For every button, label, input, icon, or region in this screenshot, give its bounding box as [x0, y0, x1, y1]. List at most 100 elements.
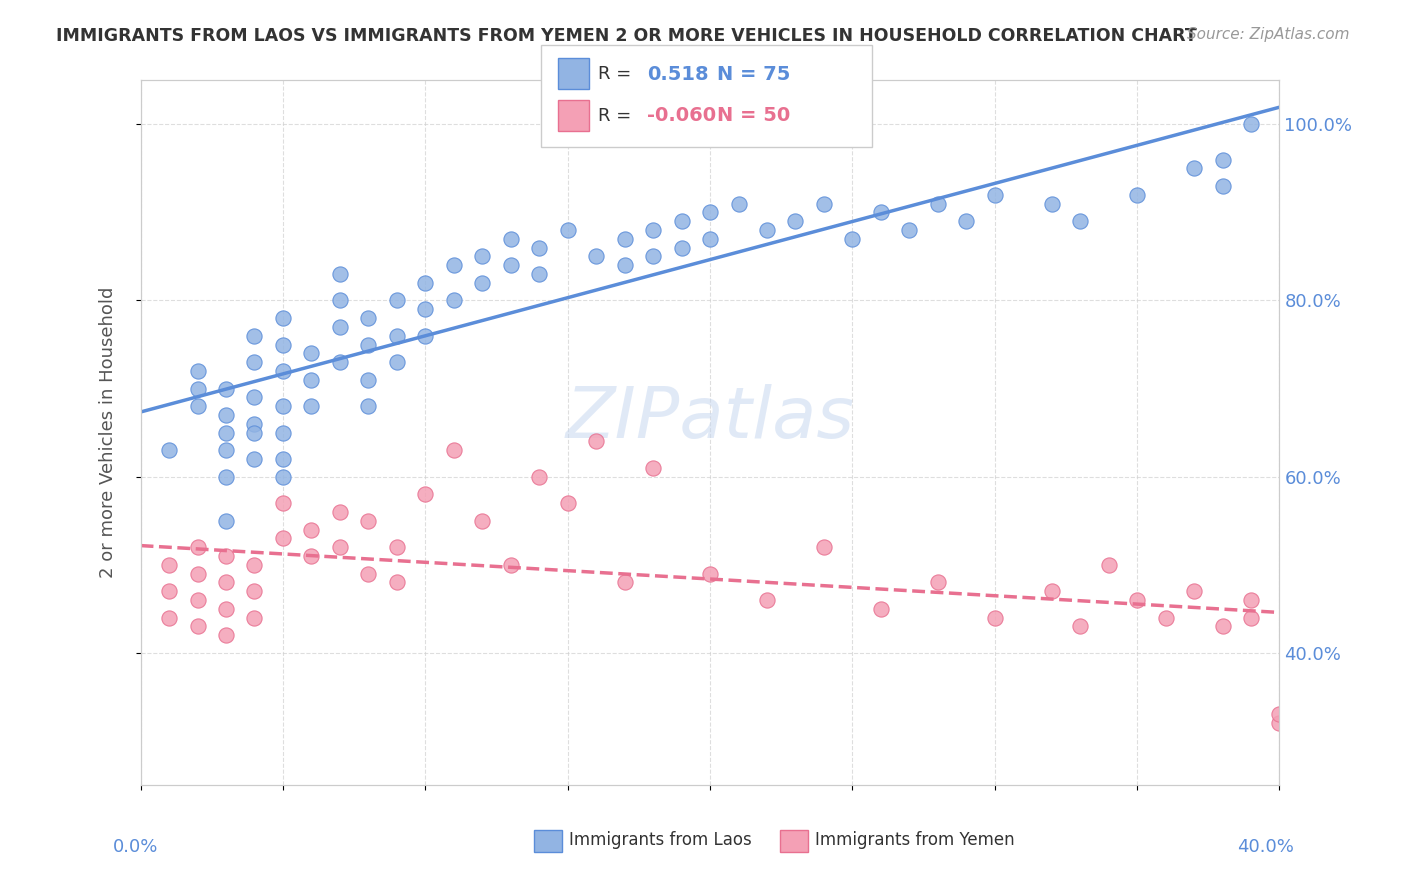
Point	[699, 232, 721, 246]
Point	[385, 355, 408, 369]
Point	[898, 223, 921, 237]
Point	[443, 258, 465, 272]
Point	[186, 593, 209, 607]
Point	[329, 267, 352, 281]
Point	[157, 558, 180, 572]
Point	[499, 558, 522, 572]
Point	[557, 223, 579, 237]
Point	[243, 452, 266, 467]
Point	[415, 276, 437, 290]
Point	[984, 187, 1007, 202]
Point	[186, 364, 209, 378]
Point	[186, 399, 209, 413]
Point	[157, 443, 180, 458]
Point	[271, 532, 294, 546]
Point	[1154, 610, 1177, 624]
Point	[271, 452, 294, 467]
Point	[1098, 558, 1121, 572]
Point	[357, 311, 380, 326]
Point	[1040, 584, 1063, 599]
Point	[643, 460, 665, 475]
Point	[271, 496, 294, 510]
Point	[301, 523, 323, 537]
Point	[585, 434, 607, 449]
Text: R =: R =	[598, 65, 631, 83]
Point	[357, 337, 380, 351]
Point	[415, 328, 437, 343]
Point	[1268, 707, 1291, 722]
Point	[329, 505, 352, 519]
Point	[301, 373, 323, 387]
Point	[813, 196, 835, 211]
Point	[243, 391, 266, 405]
Point	[186, 566, 209, 581]
Point	[243, 417, 266, 431]
Point	[471, 514, 494, 528]
Point	[443, 443, 465, 458]
Point	[357, 373, 380, 387]
Text: Immigrants from Yemen: Immigrants from Yemen	[815, 831, 1015, 849]
Point	[271, 364, 294, 378]
Point	[1212, 178, 1234, 193]
Point	[643, 249, 665, 264]
Point	[585, 249, 607, 264]
Point	[785, 214, 807, 228]
Point	[699, 205, 721, 219]
Point	[385, 328, 408, 343]
Point	[243, 355, 266, 369]
Point	[529, 241, 551, 255]
Text: Source: ZipAtlas.com: Source: ZipAtlas.com	[1187, 27, 1350, 42]
Point	[1240, 117, 1263, 131]
Point	[870, 205, 893, 219]
Point	[357, 399, 380, 413]
Point	[557, 496, 579, 510]
Y-axis label: 2 or more Vehicles in Household: 2 or more Vehicles in Household	[98, 287, 117, 578]
Point	[157, 584, 180, 599]
Point	[927, 196, 949, 211]
Point	[813, 540, 835, 554]
Point	[215, 514, 238, 528]
Text: IMMIGRANTS FROM LAOS VS IMMIGRANTS FROM YEMEN 2 OR MORE VEHICLES IN HOUSEHOLD CO: IMMIGRANTS FROM LAOS VS IMMIGRANTS FROM …	[56, 27, 1197, 45]
Point	[1182, 161, 1205, 176]
Point	[613, 575, 636, 590]
Point	[271, 425, 294, 440]
Point	[385, 540, 408, 554]
Point	[471, 276, 494, 290]
Point	[357, 566, 380, 581]
Point	[243, 425, 266, 440]
Point	[613, 232, 636, 246]
Point	[215, 408, 238, 422]
Point	[1240, 593, 1263, 607]
Point	[1126, 187, 1149, 202]
Point	[243, 558, 266, 572]
Text: 40.0%: 40.0%	[1237, 838, 1294, 856]
Point	[357, 514, 380, 528]
Point	[1040, 196, 1063, 211]
Text: N = 50: N = 50	[717, 106, 790, 126]
Point	[955, 214, 977, 228]
Text: Immigrants from Laos: Immigrants from Laos	[569, 831, 752, 849]
Point	[671, 241, 693, 255]
Point	[1126, 593, 1149, 607]
Point	[243, 610, 266, 624]
Point	[927, 575, 949, 590]
Point	[186, 540, 209, 554]
Point	[756, 223, 779, 237]
Point	[215, 443, 238, 458]
Point	[756, 593, 779, 607]
Point	[727, 196, 749, 211]
Point	[329, 293, 352, 308]
Point	[870, 601, 893, 615]
Point	[215, 469, 238, 483]
Point	[1268, 716, 1291, 731]
Point	[329, 319, 352, 334]
Point	[271, 337, 294, 351]
Point	[301, 399, 323, 413]
Point	[443, 293, 465, 308]
Point	[271, 399, 294, 413]
Point	[529, 267, 551, 281]
Point	[984, 610, 1007, 624]
Point	[215, 575, 238, 590]
Point	[301, 346, 323, 360]
Point	[385, 575, 408, 590]
